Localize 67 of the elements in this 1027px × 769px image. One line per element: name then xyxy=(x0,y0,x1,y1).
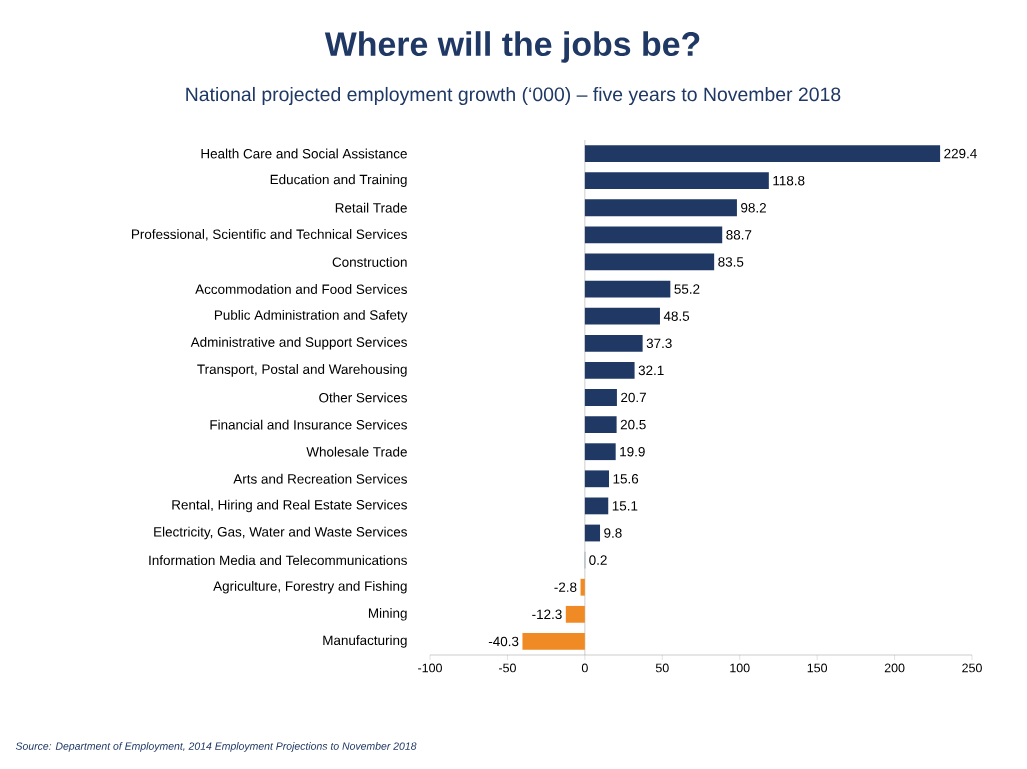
bar xyxy=(584,172,769,190)
bar xyxy=(584,524,601,542)
chart-subtitle: National projected employment growth (‘000) – five years to November 2018 xyxy=(186,86,841,106)
data-label: 83.5 xyxy=(718,257,744,267)
bar xyxy=(584,145,941,162)
bar xyxy=(584,253,715,271)
bar xyxy=(584,443,616,461)
chart-title: Where will the jobs be? xyxy=(324,31,700,63)
data-label: 32.1 xyxy=(638,365,664,376)
bar xyxy=(522,633,585,650)
x-tick-label: 150 xyxy=(807,663,828,673)
bar xyxy=(565,605,585,623)
x-tick-label: 50 xyxy=(655,663,669,673)
data-label: 20.5 xyxy=(620,419,646,430)
y-tick-label: Agriculture, Forestry and Fishing xyxy=(213,580,407,594)
bar xyxy=(584,334,643,352)
data-label: 20.7 xyxy=(621,392,646,403)
bar xyxy=(584,361,635,379)
bar xyxy=(584,470,610,488)
data-label: 98.2 xyxy=(741,202,766,213)
x-tick-label: -50 xyxy=(498,663,516,673)
data-label: 55.2 xyxy=(674,284,700,294)
data-label: 88.7 xyxy=(726,230,752,240)
bar xyxy=(584,199,737,217)
data-label: 37.3 xyxy=(646,338,672,349)
x-tick-label: 250 xyxy=(962,663,982,673)
data-label: 118.8 xyxy=(773,175,805,186)
y-tick-label: Professional, Scientific and Technical Services xyxy=(131,229,407,241)
bar xyxy=(580,578,585,596)
bar xyxy=(584,307,660,325)
y-tick-label: Arts and Recreation Services xyxy=(233,473,407,484)
data-label: 229.4 xyxy=(944,148,977,159)
x-tick-label: 0 xyxy=(581,663,588,673)
data-label: 9.8 xyxy=(604,528,622,538)
y-tick-label: Manufacturing xyxy=(323,635,407,648)
x-tick-label: 100 xyxy=(730,663,750,673)
bar xyxy=(584,416,617,433)
data-label: -40.3 xyxy=(488,636,519,647)
data-label: 0.2 xyxy=(589,555,607,565)
data-label: 15.6 xyxy=(613,474,639,484)
y-tick-label: Mining xyxy=(368,608,407,621)
data-label: 48.5 xyxy=(663,311,690,321)
x-tick-label: 200 xyxy=(884,663,905,673)
y-tick-label: Public Administration and Safety xyxy=(214,309,408,323)
y-tick-label: Electricity, Gas, Water and Waste Services xyxy=(154,526,407,540)
data-label: -2.8 xyxy=(554,582,577,592)
y-tick-label: Financial and Insurance Services xyxy=(210,419,407,430)
y-tick-label: Wholesale Trade xyxy=(306,446,407,457)
source-note: Source: Department of Employment, 2014 Employment Projections to November 2018 xyxy=(15,742,417,752)
y-tick-label: Other Services xyxy=(319,392,407,403)
y-tick-label: Health Care and Social Assistance xyxy=(201,148,407,159)
x-tick-label: -100 xyxy=(418,663,442,673)
data-label: 15.1 xyxy=(612,501,638,511)
data-label: 19.9 xyxy=(620,446,645,457)
bar xyxy=(584,389,617,406)
y-tick-label: Construction xyxy=(332,257,407,267)
bar xyxy=(584,226,723,244)
bar xyxy=(584,280,671,298)
y-tick-label: Retail Trade xyxy=(335,202,407,213)
bar xyxy=(584,497,609,515)
y-tick-label: Education and Training xyxy=(270,174,407,187)
y-tick-label: Rental, Hiring and Real Estate Services xyxy=(172,499,407,513)
y-tick-label: Accommodation and Food Services xyxy=(195,284,407,294)
y-tick-label: Administrative and Support Services xyxy=(190,337,407,350)
data-label: -12.3 xyxy=(532,609,562,620)
y-tick-label: Transport, Postal and Warehousing xyxy=(197,364,407,377)
y-tick-label: Information Media and Telecommunications xyxy=(149,555,407,566)
